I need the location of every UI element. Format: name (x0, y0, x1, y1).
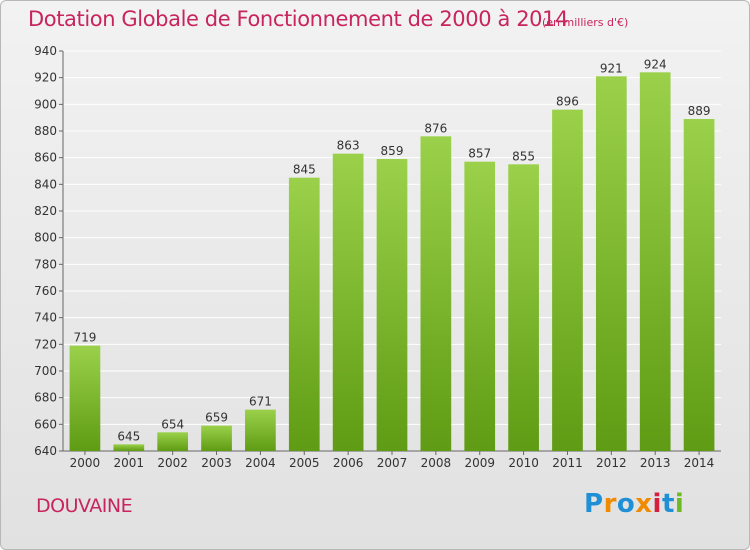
x-tick-label: 2012 (596, 456, 627, 470)
x-tick-label: 2004 (245, 456, 276, 470)
data-label: 671 (249, 395, 272, 409)
x-tick-label: 2011 (552, 456, 583, 470)
chart-title: Dotation Globale de Fonctionnement de 20… (28, 7, 569, 31)
logo-letter: P (584, 489, 604, 519)
bar (113, 444, 145, 451)
bar (683, 119, 715, 451)
data-label: 845 (293, 163, 316, 177)
y-tick-label: 660 (34, 417, 57, 431)
bar (69, 345, 101, 451)
bar (508, 164, 539, 452)
bar (157, 432, 189, 451)
data-labels: 719 645 654 659 671 845 863 859 876 857 855 896 921 9… (73, 57, 710, 443)
bar (595, 76, 627, 451)
bar (420, 136, 452, 452)
y-tick-label: 800 (34, 231, 57, 245)
x-tick-label: 2006 (333, 456, 364, 470)
bar (376, 159, 408, 451)
data-label: 645 (117, 429, 140, 443)
y-tick-label: 780 (34, 257, 57, 271)
place-name: DOUVAINE (36, 495, 133, 517)
x-tick-label: 2005 (289, 456, 320, 470)
y-tick-label: 820 (34, 204, 57, 218)
x-tick-label: 2014 (684, 456, 715, 470)
y-tick-label: 920 (34, 71, 57, 85)
data-label: 719 (73, 331, 96, 345)
x-tick-label: 2003 (201, 456, 232, 470)
y-tick-label: 840 (34, 177, 57, 191)
bar (201, 425, 232, 451)
y-tick-label: 680 (34, 391, 57, 405)
data-label: 859 (381, 144, 404, 158)
data-label: 857 (468, 147, 491, 161)
logo-letter: i (674, 489, 685, 519)
x-tick-label: 2007 (377, 456, 408, 470)
data-label: 654 (161, 417, 184, 431)
x-tick-label: 2009 (464, 456, 495, 470)
bar (552, 109, 583, 452)
bar (288, 177, 320, 451)
y-tick-label: 760 (34, 284, 57, 298)
data-label: 863 (337, 139, 360, 153)
bar (245, 409, 276, 451)
logo-letter: x (635, 489, 653, 519)
y-tick-label: 860 (34, 151, 57, 165)
x-tick-label: 2000 (70, 456, 101, 470)
logo-letter: t (661, 489, 675, 519)
bar (464, 161, 496, 451)
y-tick-labels: 640 660 680 700 720 740 760 780 800 820 840 860 880 9… (34, 44, 57, 458)
data-label: 889 (688, 104, 711, 118)
data-label: 896 (556, 95, 579, 109)
data-label: 921 (600, 61, 623, 75)
x-tick-label: 2010 (508, 456, 539, 470)
y-tick-label: 720 (34, 337, 57, 351)
y-tick-label: 880 (34, 124, 57, 138)
y-tick-label: 640 (34, 444, 57, 458)
y-tick-label: 940 (34, 44, 57, 58)
logo-letter: i (652, 489, 662, 519)
data-label: 855 (512, 149, 535, 163)
y-tick-label: 700 (34, 364, 57, 378)
chart-subtitle: (en milliers d'€) (542, 16, 629, 29)
x-tick-label: 2008 (421, 456, 452, 470)
x-tick-labels: 2000 2001 2002 2003 2004 2005 2006 2007 2008 2009… (70, 456, 715, 470)
data-label: 924 (644, 57, 667, 71)
logo-letter: r (603, 489, 617, 519)
bar (639, 72, 671, 451)
x-tick-label: 2013 (640, 456, 671, 470)
y-tick-label: 900 (34, 97, 57, 111)
proxiti-logo: Proxiti (584, 489, 684, 519)
data-label: 659 (205, 411, 228, 425)
bar (332, 153, 364, 451)
logo-letter: o (616, 489, 636, 519)
x-tick-label: 2002 (157, 456, 188, 470)
bars (69, 72, 715, 452)
data-label: 876 (424, 121, 447, 135)
x-tick-label: 2001 (114, 456, 145, 470)
y-tick-label: 740 (34, 311, 57, 325)
